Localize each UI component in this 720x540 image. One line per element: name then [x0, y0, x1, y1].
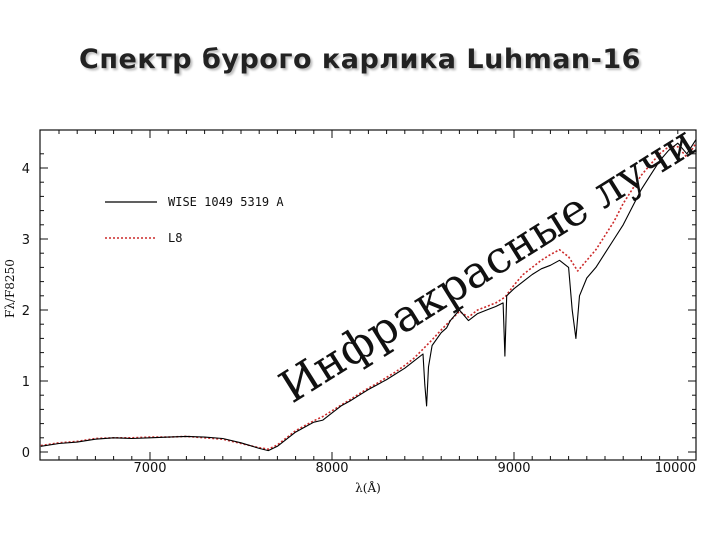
y-tick-label: 0 — [22, 446, 30, 461]
x-tick-label: 8000 — [315, 461, 348, 476]
x-axis-label: λ(Å) — [355, 480, 381, 495]
y-axis-label-main: Fλ/F8250 — [3, 259, 17, 318]
y-tick-label: 4 — [22, 162, 30, 177]
slide-title: Спектр бурого карлика Luhman-16 — [79, 44, 641, 75]
x-ticks: 7000 8000 9000 10000 — [58, 130, 697, 476]
y-tick-label: 2 — [22, 304, 30, 319]
y-ticks: 0 1 2 3 4 — [22, 153, 696, 461]
legend-label-wise: WISE 1049 5319 A — [168, 195, 284, 209]
x-tick-label: 7000 — [133, 461, 166, 476]
x-tick-label: 10000 — [655, 461, 696, 476]
legend: WISE 1049 5319 A L8 — [105, 195, 284, 245]
y-tick-label: 1 — [22, 375, 30, 390]
infrared-annotation: Инфракрасные лучи — [271, 116, 705, 413]
legend-label-l8: L8 — [168, 231, 182, 245]
series-line-l8 — [40, 142, 697, 450]
y-tick-label: 3 — [22, 233, 30, 248]
y-axis-label: Fλ/F8250 — [3, 259, 17, 318]
series-layer — [40, 139, 697, 452]
series-line-wise — [40, 139, 697, 452]
x-tick-label: 9000 — [497, 461, 530, 476]
